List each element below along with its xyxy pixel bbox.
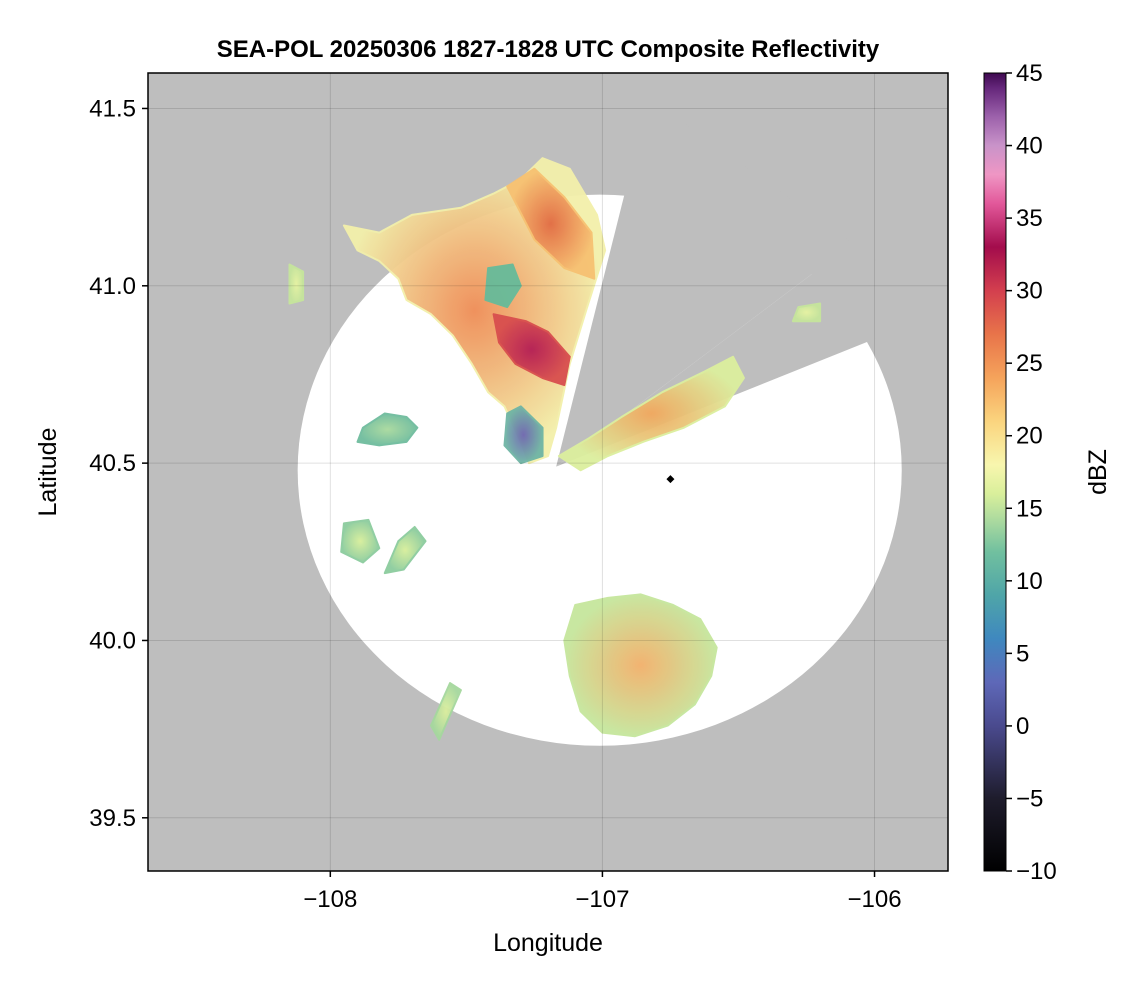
y-tick-label: 41.5 bbox=[89, 95, 136, 122]
colorbar-gradient bbox=[984, 73, 1006, 871]
radar-site-marker bbox=[666, 475, 675, 484]
x-tick-label: −106 bbox=[847, 886, 901, 913]
echo-region-12 bbox=[288, 263, 305, 305]
echo-region-4 bbox=[503, 405, 544, 465]
colorbar-tick-label: 20 bbox=[1016, 423, 1043, 450]
plot-area bbox=[147, 72, 949, 872]
echo-region-11 bbox=[791, 302, 822, 323]
echo-region-2 bbox=[506, 167, 596, 280]
x-tick-label: −108 bbox=[303, 886, 357, 913]
colorbar-tick-label: 35 bbox=[1016, 205, 1043, 232]
echo-region-10 bbox=[429, 682, 462, 741]
echo-region-shape bbox=[340, 518, 381, 564]
echo-region-shape bbox=[356, 412, 419, 447]
colorbar-label: dBZ bbox=[1084, 449, 1112, 495]
colorbar-tick-label: 15 bbox=[1016, 495, 1043, 522]
echo-region-shape bbox=[288, 263, 305, 305]
x-tick-label: −107 bbox=[575, 886, 629, 913]
echo-region-8 bbox=[383, 525, 427, 575]
colorbar-tick-label: 10 bbox=[1016, 568, 1043, 595]
y-axis-label: Latitude bbox=[34, 428, 62, 517]
echo-region-shape bbox=[484, 263, 522, 309]
colorbar-tick-label: −10 bbox=[1016, 858, 1057, 885]
echo-region-shape bbox=[563, 593, 718, 738]
echo-region-shape bbox=[429, 682, 462, 741]
echo-region-7 bbox=[340, 518, 381, 564]
plot-frame bbox=[147, 72, 949, 872]
colorbar-frame bbox=[983, 72, 1007, 872]
colorbar-tick-label: 30 bbox=[1016, 278, 1043, 305]
echo-region-3 bbox=[484, 263, 522, 309]
colorbar-tick-label: −5 bbox=[1016, 785, 1043, 812]
y-tick-label: 40.5 bbox=[89, 450, 136, 477]
chart-title: SEA-POL 20250306 1827-1828 UTC Composite… bbox=[217, 36, 880, 63]
echo-region-6 bbox=[356, 412, 419, 447]
colorbar-tick-label: 45 bbox=[1016, 60, 1043, 87]
echo-region-shape bbox=[557, 355, 745, 472]
echo-region-shape bbox=[503, 405, 544, 465]
colorbar-tick-label: 25 bbox=[1016, 350, 1043, 377]
echo-region-shape bbox=[791, 302, 822, 323]
colorbar: −10 −5 0 5 10 15 20 25 30 35 40 45 bbox=[983, 60, 1057, 885]
x-axis-label: Longitude bbox=[493, 929, 603, 957]
colorbar-tick-label: 40 bbox=[1016, 133, 1043, 160]
grid-lines bbox=[148, 73, 948, 871]
echo-region-1 bbox=[492, 313, 571, 387]
colorbar-tick-label: 0 bbox=[1016, 713, 1029, 740]
x-axis-ticks: −108 −107 −106 bbox=[303, 871, 902, 913]
echo-region-shape bbox=[506, 167, 596, 280]
echo-region-9 bbox=[563, 593, 718, 738]
echo-region-5 bbox=[557, 355, 745, 472]
y-tick-label: 41.0 bbox=[89, 273, 136, 300]
y-tick-label: 40.0 bbox=[89, 627, 136, 654]
echo-region-shape bbox=[492, 313, 571, 387]
y-axis-ticks: 39.5 40.0 40.5 41.0 41.5 bbox=[89, 95, 148, 832]
y-tick-label: 39.5 bbox=[89, 805, 136, 832]
echo-region-shape bbox=[383, 525, 427, 575]
colorbar-tick-label: 5 bbox=[1016, 640, 1029, 667]
blocked-sector-0 bbox=[556, 97, 853, 467]
